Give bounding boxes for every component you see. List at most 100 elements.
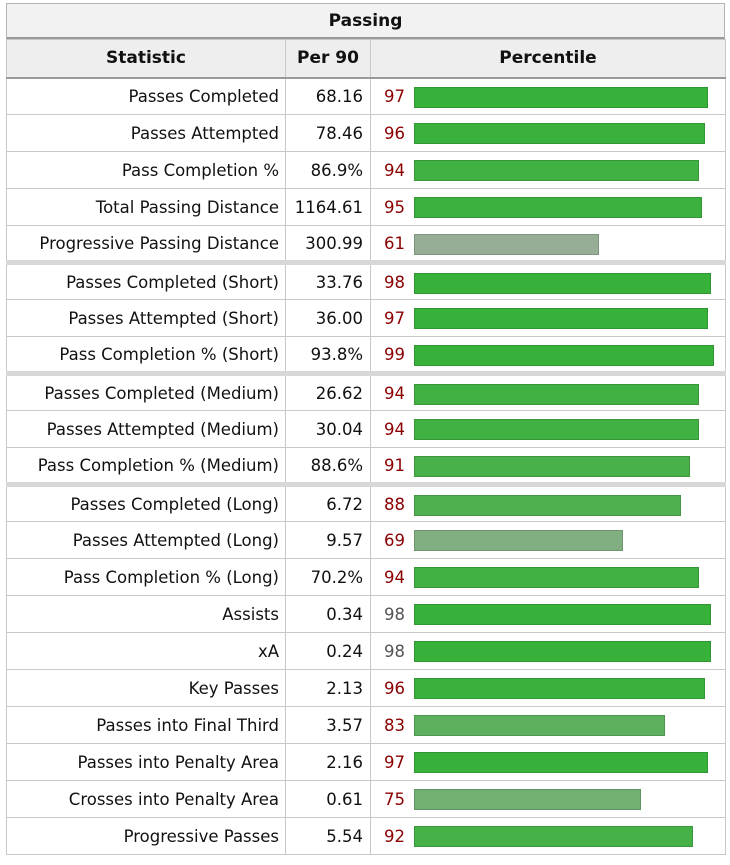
table-row: Passes Attempted (Long) 9.57 69 [6,521,726,559]
header-statistic[interactable]: Statistic [6,39,286,79]
percentile-value: 94 [384,419,405,439]
statistic-cell: Passes Attempted (Long) [6,521,286,559]
percentile-value: 97 [384,86,405,106]
header-per90[interactable]: Per 90 [285,39,371,79]
percentile-bar [414,567,699,588]
statistic-cell: Pass Completion % (Long) [6,558,286,596]
statistic-cell: Passes Completed (Medium) [6,371,286,411]
per90-cell: 0.34 [285,595,371,633]
percentile-bar [414,273,711,294]
statistic-cell: Pass Completion % [6,151,286,189]
table-row: Passes Completed 68.16 97 [6,77,726,115]
per90-cell: 88.6% [285,447,371,485]
percentile-bar [414,752,708,773]
statistic-cell: Total Passing Distance [6,188,286,226]
percentile-bar [414,123,705,144]
statistic-cell: Crosses into Penalty Area [6,780,286,818]
per90-cell: 93.8% [285,336,371,374]
percentile-cell: 97 [370,77,726,115]
per90-cell: 5.54 [285,817,371,855]
per90-cell: 30.04 [285,410,371,448]
passing-table: Statistic Per 90 Percentile Passes Compl… [6,39,726,855]
table-row: Pass Completion % (Medium) 88.6% 91 [6,447,726,485]
statistic-cell: Passes into Final Third [6,706,286,744]
per90-cell: 3.57 [285,706,371,744]
percentile-value: 91 [384,455,405,475]
header-row: Statistic Per 90 Percentile [6,39,726,79]
percentile-cell: 91 [370,447,726,485]
percentile-cell: 96 [370,669,726,707]
percentile-bar [414,384,699,405]
percentile-value: 97 [384,752,405,772]
table-row: Assists 0.34 98 [6,595,726,633]
table-body: Passes Completed 68.16 97 Passes Attempted 7… [6,77,726,855]
table-row: Passes into Penalty Area 2.16 97 [6,743,726,781]
percentile-value: 94 [384,383,405,403]
percentile-value: 94 [384,567,405,587]
percentile-bar [414,604,711,625]
percentile-bar [414,456,690,477]
per90-cell: 2.13 [285,669,371,707]
statistic-cell: Passes Completed (Short) [6,260,286,300]
per90-cell: 9.57 [285,521,371,559]
percentile-bar [414,419,699,440]
percentile-value: 96 [384,123,405,143]
per90-cell: 86.9% [285,151,371,189]
percentile-bar [414,234,599,255]
per90-cell: 300.99 [285,225,371,263]
statistic-cell: Progressive Passes [6,817,286,855]
statistic-cell: Passes Attempted (Medium) [6,410,286,448]
per90-cell: 70.2% [285,558,371,596]
statistic-cell: Key Passes [6,669,286,707]
per90-cell: 36.00 [285,299,371,337]
statistic-cell: Pass Completion % (Medium) [6,447,286,485]
header-percentile[interactable]: Percentile [370,39,726,79]
percentile-bar [414,345,714,366]
percentile-cell: 94 [370,558,726,596]
percentile-value: 83 [384,715,405,735]
percentile-value: 95 [384,197,405,217]
percentile-value: 94 [384,160,405,180]
percentile-value: 75 [384,789,405,809]
per90-cell: 6.72 [285,482,371,522]
percentile-cell: 98 [370,595,726,633]
percentile-value: 98 [384,272,405,292]
percentile-cell: 96 [370,114,726,152]
percentile-bar [414,678,705,699]
table-row: Total Passing Distance 1164.61 95 [6,188,726,226]
percentile-value: 69 [384,530,405,550]
percentile-cell: 99 [370,336,726,374]
percentile-cell: 94 [370,410,726,448]
table-row: Passes Attempted (Short) 36.00 97 [6,299,726,337]
per90-cell: 0.24 [285,632,371,670]
table-row: Passes Attempted (Medium) 30.04 94 [6,410,726,448]
percentile-cell: 69 [370,521,726,559]
percentile-value: 98 [384,641,405,661]
per90-cell: 78.46 [285,114,371,152]
table-row: Pass Completion % (Long) 70.2% 94 [6,558,726,596]
percentile-bar [414,308,708,329]
percentile-value: 96 [384,678,405,698]
statistic-cell: Passes Completed [6,77,286,115]
table-row: Pass Completion % (Short) 93.8% 99 [6,336,726,374]
percentile-bar [414,495,681,516]
table-row: xA 0.24 98 [6,632,726,670]
statistic-cell: Passes Completed (Long) [6,482,286,522]
percentile-cell: 92 [370,817,726,855]
table-row: Passes Completed (Long) 6.72 88 [6,482,726,522]
percentile-value: 92 [384,826,405,846]
passing-table-container: Passing Statistic Per 90 Percentile Pass… [6,3,726,855]
percentile-bar [414,197,702,218]
per90-cell: 2.16 [285,743,371,781]
table-row: Passes Completed (Medium) 26.62 94 [6,371,726,411]
table-row: Passes Attempted 78.46 96 [6,114,726,152]
percentile-value: 61 [384,233,405,253]
percentile-bar [414,789,641,810]
percentile-cell: 61 [370,225,726,263]
statistic-cell: Progressive Passing Distance [6,225,286,263]
percentile-cell: 95 [370,188,726,226]
percentile-cell: 88 [370,482,726,522]
statistic-cell: xA [6,632,286,670]
percentile-value: 99 [384,344,405,364]
per90-cell: 26.62 [285,371,371,411]
